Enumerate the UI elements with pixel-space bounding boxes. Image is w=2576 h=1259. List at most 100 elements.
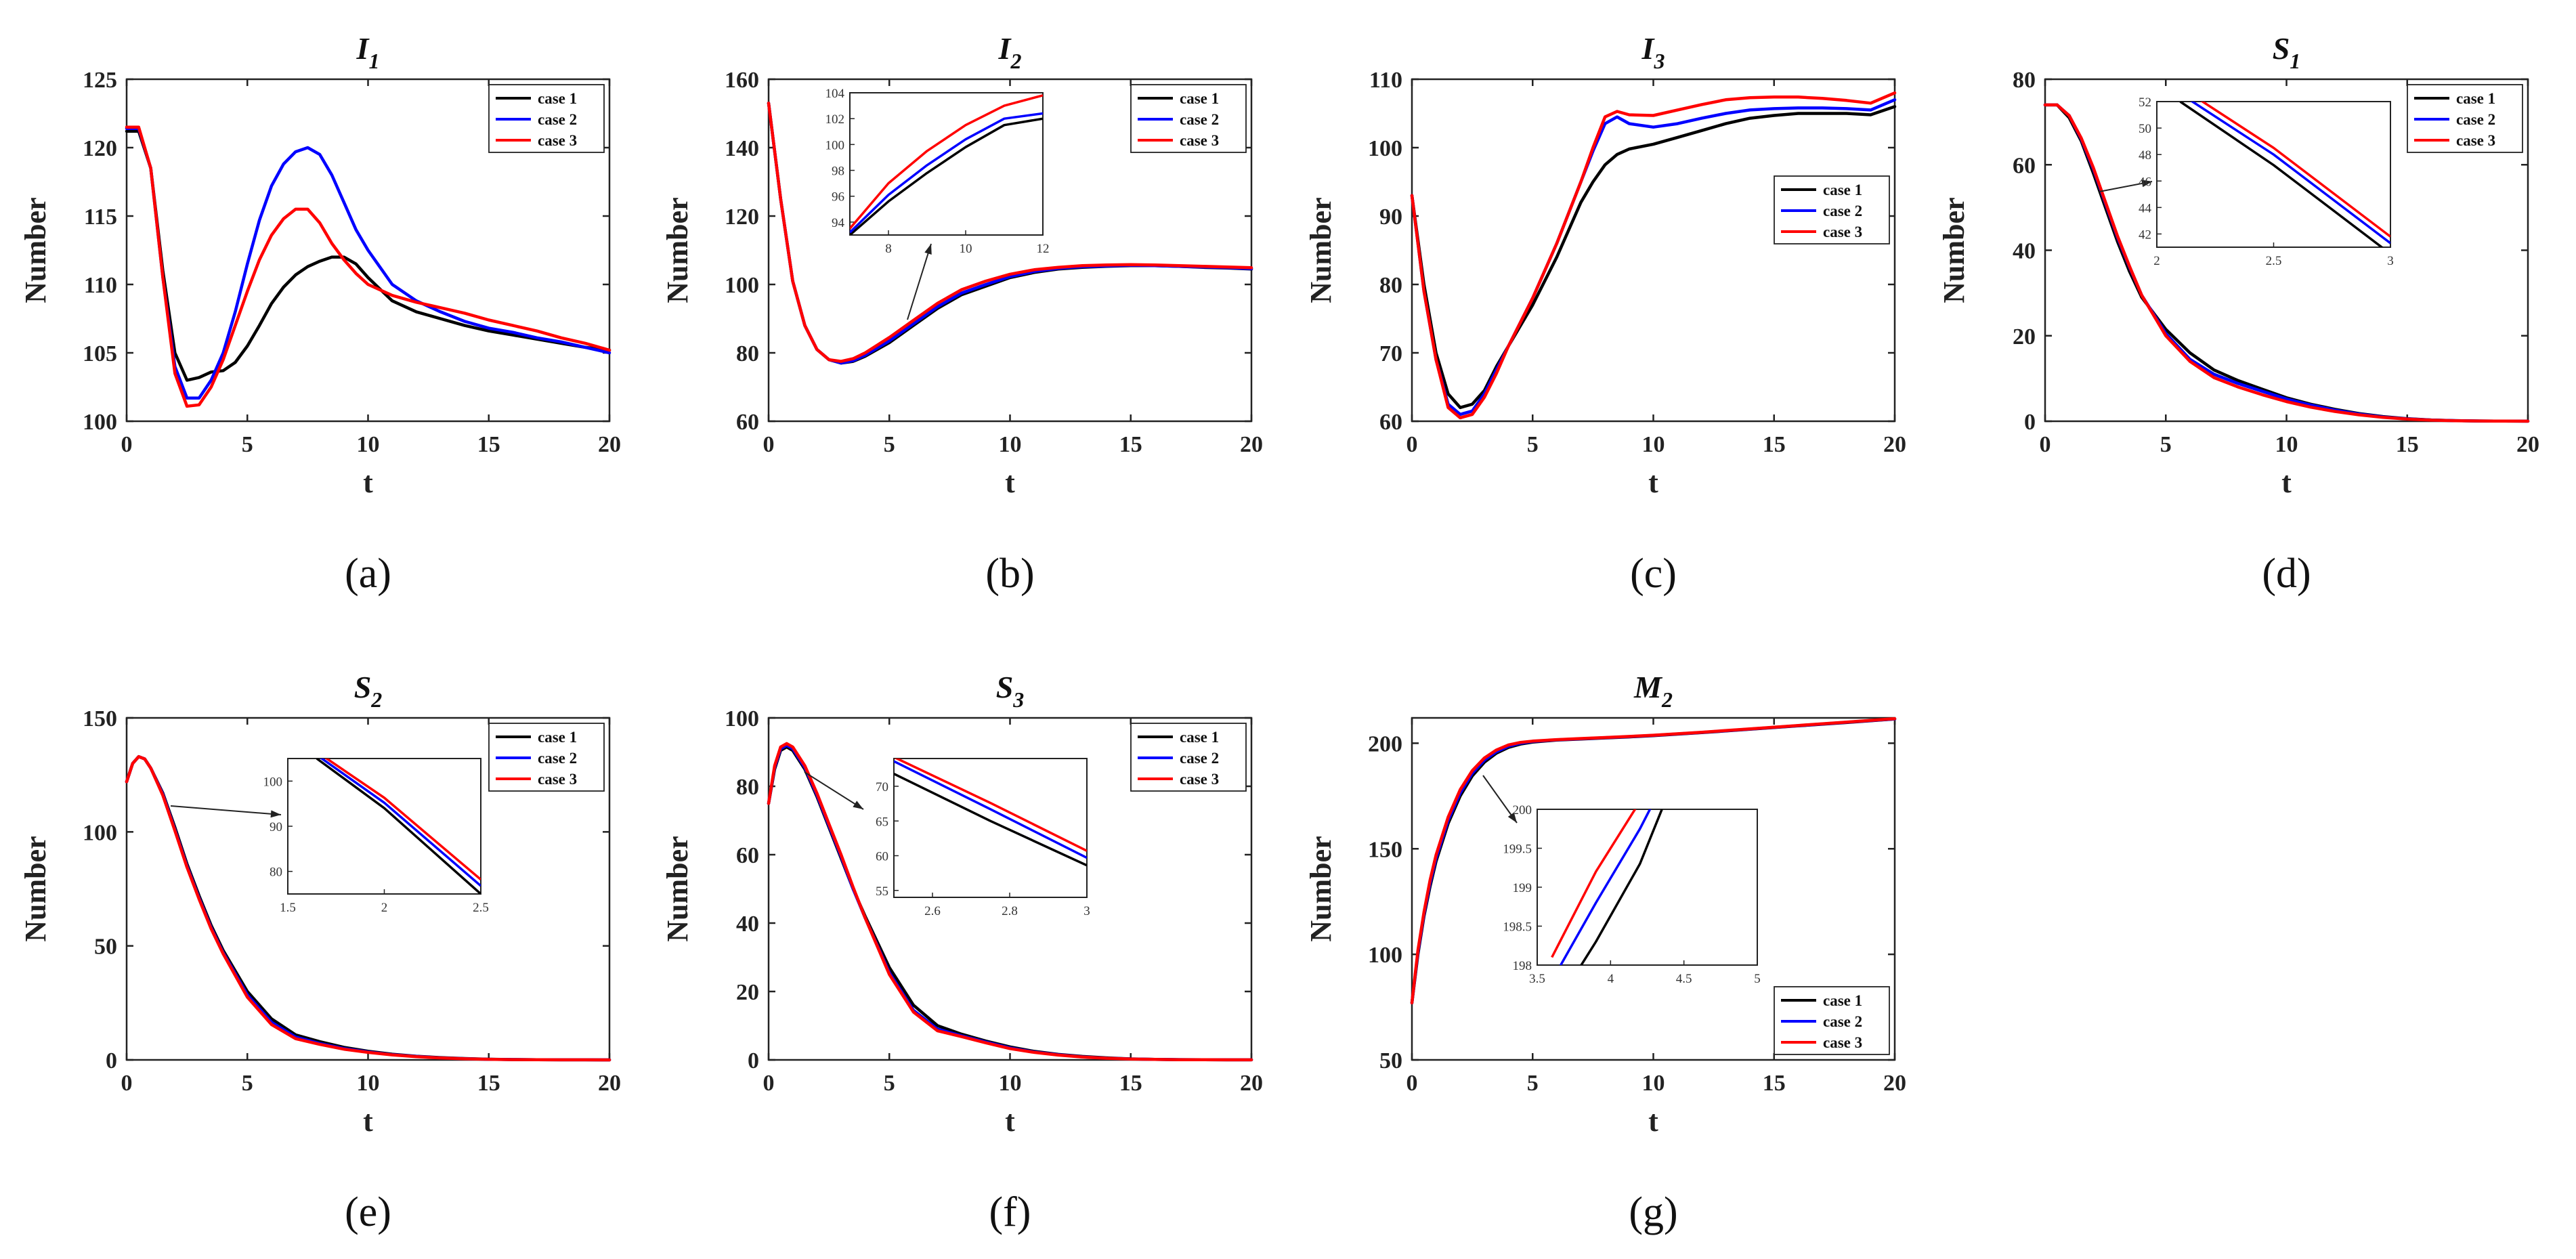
chart-title-main: S bbox=[996, 670, 1014, 704]
zoom-arrow-head bbox=[1507, 812, 1517, 823]
chart-title: I3 bbox=[1641, 31, 1665, 73]
inset-series-line-case-1 bbox=[850, 117, 1043, 235]
legend-label: case 2 bbox=[538, 750, 577, 767]
zoom-arrow bbox=[170, 805, 282, 815]
y-tick-label: 120 bbox=[725, 205, 759, 230]
series-line-case-3 bbox=[1410, 91, 1897, 420]
inset-y-tick-label: 42 bbox=[2139, 228, 2151, 242]
inset-y-tick-label: 104 bbox=[825, 87, 845, 101]
y-tick-label: 50 bbox=[94, 935, 117, 960]
y-tick-label: 80 bbox=[736, 775, 759, 800]
x-tick-label: 5 bbox=[1527, 1071, 1539, 1096]
x-tick-label: 20 bbox=[1883, 1071, 1906, 1096]
x-tick-label: 10 bbox=[999, 432, 1022, 457]
inset-y-tick-label: 94 bbox=[832, 216, 845, 230]
x-axis-label: t bbox=[1005, 466, 1015, 499]
inset-x-tick-label: 2 bbox=[2153, 254, 2160, 268]
inset-series-line-case-1 bbox=[2179, 102, 2384, 247]
inset-y-tick-label: 100 bbox=[263, 775, 283, 789]
inset-series-line-case-2 bbox=[850, 112, 1043, 234]
inset-y-tick-label: 199 bbox=[1513, 881, 1532, 895]
legend-label: case 3 bbox=[1180, 132, 1219, 149]
y-tick-label: 120 bbox=[83, 136, 117, 161]
legend: case 1 case 2 case 3 bbox=[1774, 175, 1890, 244]
y-tick-label: 115 bbox=[84, 205, 117, 230]
legend: case 1 case 2 case 3 bbox=[488, 723, 605, 792]
chart-title-subscript: 1 bbox=[2290, 49, 2300, 73]
legend-label: case 1 bbox=[2456, 90, 2495, 107]
zoom-arrow bbox=[804, 771, 864, 810]
inset-y-tick-label: 44 bbox=[2139, 201, 2152, 215]
x-tick-label: 0 bbox=[763, 432, 775, 457]
x-tick-label: 5 bbox=[1527, 432, 1539, 457]
panel-label: (f) bbox=[989, 1189, 1031, 1235]
inset-x-tick-label: 3 bbox=[1083, 904, 1090, 918]
y-tick-label: 80 bbox=[736, 341, 759, 366]
inset-lines bbox=[316, 759, 481, 894]
y-tick-label: 20 bbox=[2013, 324, 2036, 349]
inset-y-tick-label: 198 bbox=[1513, 959, 1532, 973]
x-tick-label: 10 bbox=[999, 1071, 1022, 1096]
x-axis-label: t bbox=[1005, 1105, 1015, 1138]
inset-y-tick-label: 102 bbox=[825, 112, 845, 127]
legend-label: case 1 bbox=[1180, 90, 1219, 107]
panel-label: (b) bbox=[985, 551, 1034, 597]
inset-y-tick-label: 48 bbox=[2139, 148, 2151, 163]
y-tick-label: 150 bbox=[1368, 837, 1402, 862]
series-line-case-1 bbox=[125, 129, 611, 382]
legend-label: case 1 bbox=[538, 90, 577, 107]
series-line-case-3 bbox=[767, 742, 1253, 1062]
inset-chart: 1.5 2 2.5 80 90 100 bbox=[263, 758, 489, 915]
inset-x-tick-label: 2.6 bbox=[924, 904, 941, 918]
inset-x-tick-label: 4 bbox=[1608, 972, 1614, 986]
chart-panel-b: 0 5 10 15 20 60 80 100 120 140 160 t Number I2 8 10 12 94… bbox=[661, 31, 1263, 597]
series-line-case-3 bbox=[125, 754, 611, 1062]
chart-title-main: S bbox=[354, 670, 372, 704]
y-tick-label: 0 bbox=[748, 1048, 759, 1073]
y-axis-label: Number bbox=[1304, 836, 1337, 941]
y-axis-label: Number bbox=[19, 836, 52, 941]
zoom-arrow bbox=[907, 243, 932, 320]
chart-title: M2 bbox=[1633, 670, 1673, 712]
inset-chart: 3.5 4 4.5 5 198 198.5 199 199.5 200 bbox=[1503, 803, 1761, 986]
x-tick-label: 20 bbox=[1240, 432, 1263, 457]
legend-label: case 3 bbox=[1823, 223, 1862, 240]
chart-panel-g: 0 5 10 15 20 50 100 150 200 t Number M2 3.5 4 4.5 5 198 1… bbox=[1304, 670, 1906, 1235]
x-tick-label: 15 bbox=[2396, 432, 2419, 457]
x-tick-label: 5 bbox=[884, 432, 895, 457]
chart-title: S1 bbox=[2273, 31, 2301, 73]
x-tick-label: 10 bbox=[1642, 1071, 1665, 1096]
legend-label: case 3 bbox=[538, 771, 577, 788]
x-axis-label: t bbox=[363, 1105, 373, 1138]
inset-y-tick-label: 50 bbox=[2139, 122, 2151, 136]
inset-x-tick-label: 2 bbox=[381, 901, 388, 915]
chart-title: S3 bbox=[996, 670, 1025, 712]
y-tick-label: 110 bbox=[84, 273, 117, 298]
y-tick-label: 100 bbox=[83, 820, 117, 845]
inset-lines bbox=[850, 94, 1043, 235]
x-tick-label: 10 bbox=[357, 432, 380, 457]
y-tick-label: 90 bbox=[1379, 205, 1402, 230]
chart-title-subscript: 3 bbox=[1012, 687, 1024, 712]
legend-label: case 3 bbox=[538, 132, 577, 149]
y-tick-label: 100 bbox=[725, 273, 759, 298]
inset-lines bbox=[894, 759, 1087, 867]
chart-title: S2 bbox=[354, 670, 383, 712]
x-tick-label: 15 bbox=[477, 432, 500, 457]
series-line-case-2 bbox=[125, 127, 611, 400]
inset-y-tick-label: 98 bbox=[832, 165, 844, 179]
chart-title: I2 bbox=[998, 31, 1022, 73]
inset-y-tick-label: 90 bbox=[270, 820, 282, 834]
x-tick-label: 20 bbox=[2516, 432, 2539, 457]
series-line-case-2 bbox=[1410, 98, 1897, 417]
zoom-arrow-head bbox=[2141, 179, 2152, 188]
x-axis-label: t bbox=[363, 466, 373, 499]
x-tick-label: 10 bbox=[1642, 432, 1665, 457]
legend-label: case 2 bbox=[538, 111, 577, 128]
inset-y-tick-label: 100 bbox=[825, 138, 845, 152]
y-tick-label: 40 bbox=[2013, 239, 2036, 264]
inset-chart: 2 2.5 3 42 44 46 48 50 52 bbox=[2139, 95, 2394, 268]
chart-title-subscript: 1 bbox=[368, 49, 379, 73]
